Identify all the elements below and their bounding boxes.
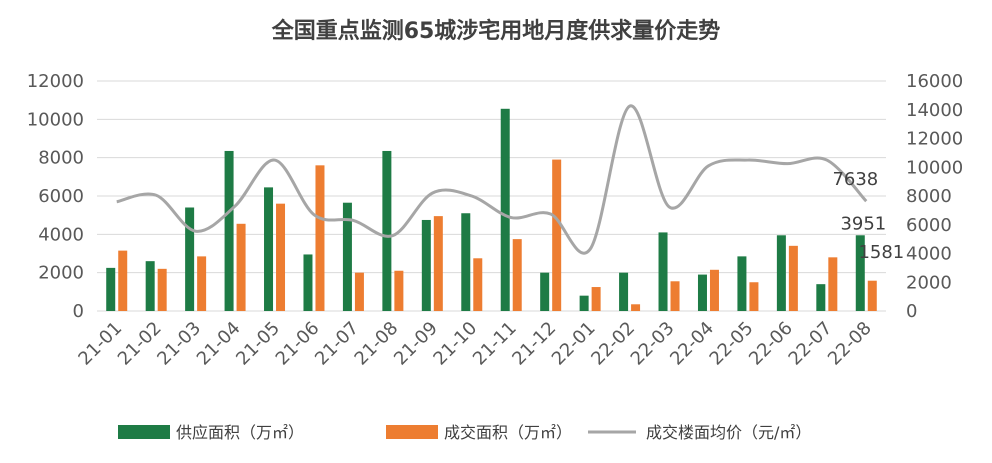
x-tick-label: 22-03 <box>627 318 679 370</box>
data-label: 1581 <box>858 242 904 263</box>
legend-transaction-swatch <box>386 425 438 439</box>
legend-label: 成交楼面均价（元/㎡） <box>646 423 811 442</box>
supply-bar <box>855 235 865 311</box>
supply-bar <box>224 150 234 311</box>
transaction-bar <box>512 239 522 311</box>
supply-bar <box>579 295 589 311</box>
left-tick-label: 6000 <box>38 186 84 207</box>
x-tick-label: 21-09 <box>390 318 442 370</box>
x-tick-label: 21-08 <box>351 318 403 370</box>
supply-bar <box>619 272 629 311</box>
transaction-bar <box>670 281 680 311</box>
data-labels: 7638 3951 1581 <box>832 169 904 263</box>
chart-title: 全国重点监测65城涉宅用地月度供求量价走势 <box>271 18 721 44</box>
right-tick-label: 16000 <box>906 71 963 92</box>
transaction-bar <box>828 257 838 311</box>
left-tick-label: 4000 <box>38 224 84 245</box>
supply-bar <box>776 235 786 311</box>
right-axis-ticks: 0 2000 4000 6000 8000 10000 12000 14000 16000 <box>906 71 963 322</box>
right-tick-label: 4000 <box>906 244 952 265</box>
price-line <box>116 104 868 255</box>
supply-bar <box>658 232 668 311</box>
supply-bar <box>185 207 195 311</box>
legend: 供应面积（万㎡） 成交面积（万㎡） 成交楼面均价（元/㎡） <box>118 423 811 442</box>
data-label: 7638 <box>832 169 878 190</box>
transaction-bar <box>867 280 877 311</box>
supply-bar <box>303 254 313 311</box>
right-tick-label: 8000 <box>906 186 952 207</box>
supply-bar <box>737 256 747 311</box>
transaction-bar <box>236 223 246 311</box>
supply-bar <box>264 187 274 311</box>
data-label: 3951 <box>840 213 886 234</box>
left-tick-label: 2000 <box>38 263 84 284</box>
bars <box>106 108 877 312</box>
transaction-bar <box>473 258 483 311</box>
x-axis-ticks: 21-0121-0221-0321-0421-0521-0621-0721-08… <box>74 318 875 370</box>
transaction-bar <box>631 304 641 311</box>
x-tick-label: 22-08 <box>824 318 876 370</box>
x-tick-label: 21-04 <box>193 318 245 370</box>
legend-label: 成交面积（万㎡） <box>444 423 572 442</box>
x-tick-label: 21-05 <box>232 318 284 370</box>
supply-bar <box>540 272 550 311</box>
x-tick-label: 22-02 <box>587 318 639 370</box>
transaction-bar <box>394 270 404 311</box>
right-tick-label: 6000 <box>906 215 952 236</box>
supply-bar <box>382 150 392 311</box>
right-tick-label: 2000 <box>906 272 952 293</box>
transaction-bar <box>749 282 759 311</box>
left-tick-label: 10000 <box>27 109 84 130</box>
x-tick-label: 21-10 <box>429 318 481 370</box>
left-axis-ticks: 0 2000 4000 6000 8000 10000 12000 <box>27 71 84 322</box>
transaction-bar <box>354 272 364 311</box>
transaction-bar <box>433 216 443 311</box>
x-tick-label: 22-06 <box>745 318 797 370</box>
gridlines <box>97 80 886 312</box>
supply-bar <box>106 267 116 311</box>
legend-supply-swatch <box>118 425 170 439</box>
right-tick-label: 10000 <box>906 157 963 178</box>
supply-bar <box>145 261 155 311</box>
transaction-bar <box>157 268 167 311</box>
supply-bar <box>816 284 826 311</box>
x-tick-label: 21-12 <box>508 318 560 370</box>
x-tick-label: 22-05 <box>706 318 758 370</box>
transaction-bar <box>552 159 562 311</box>
transaction-bar <box>709 269 719 311</box>
left-tick-label: 12000 <box>27 71 84 92</box>
transaction-bar <box>788 245 798 311</box>
transaction-bar <box>315 165 325 311</box>
x-tick-label: 21-07 <box>311 318 363 370</box>
supply-bar <box>342 202 352 311</box>
x-tick-label: 21-11 <box>469 318 521 370</box>
supply-bar <box>421 219 431 311</box>
transaction-bar <box>276 203 286 311</box>
x-tick-label: 21-06 <box>272 318 324 370</box>
x-tick-label: 22-04 <box>666 318 718 370</box>
legend-label: 供应面积（万㎡） <box>176 423 304 442</box>
x-tick-label: 21-01 <box>74 318 126 370</box>
supply-bar <box>461 213 471 311</box>
transaction-bar <box>591 287 601 311</box>
left-tick-label: 0 <box>73 301 84 322</box>
right-tick-label: 14000 <box>906 100 963 121</box>
right-tick-label: 12000 <box>906 129 963 150</box>
x-tick-label: 22-07 <box>785 318 837 370</box>
price-line-path <box>116 104 868 255</box>
supply-bar <box>500 108 510 312</box>
transaction-bar <box>197 256 207 311</box>
left-tick-label: 8000 <box>38 148 84 169</box>
right-tick-label: 0 <box>906 301 917 322</box>
supply-bar <box>697 274 707 311</box>
x-tick-label: 21-03 <box>153 318 205 370</box>
x-tick-label: 22-01 <box>548 318 600 370</box>
x-tick-label: 21-02 <box>114 318 166 370</box>
transaction-bar <box>118 250 128 311</box>
